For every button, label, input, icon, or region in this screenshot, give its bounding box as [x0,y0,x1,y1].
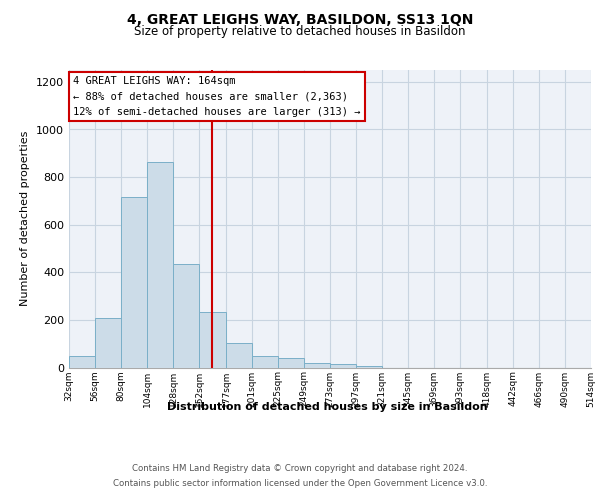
Bar [278,358,304,368]
Text: Size of property relative to detached houses in Basildon: Size of property relative to detached ho… [134,25,466,38]
Bar [173,264,199,368]
Bar [252,356,278,368]
Bar [356,366,382,368]
Bar [226,342,252,367]
Y-axis label: Number of detached properties: Number of detached properties [20,131,31,306]
Bar [121,198,147,368]
Bar [330,364,356,368]
Text: 4, GREAT LEIGHS WAY, BASILDON, SS13 1QN: 4, GREAT LEIGHS WAY, BASILDON, SS13 1QN [127,12,473,26]
Text: Contains public sector information licensed under the Open Government Licence v3: Contains public sector information licen… [113,479,487,488]
Text: Distribution of detached houses by size in Basildon: Distribution of detached houses by size … [167,402,487,412]
Bar [95,318,121,368]
Bar [69,356,95,368]
Bar [304,362,330,368]
Bar [199,312,226,368]
Bar [147,162,173,368]
Text: Contains HM Land Registry data © Crown copyright and database right 2024.: Contains HM Land Registry data © Crown c… [132,464,468,473]
Text: 4 GREAT LEIGHS WAY: 164sqm
← 88% of detached houses are smaller (2,363)
12% of s: 4 GREAT LEIGHS WAY: 164sqm ← 88% of deta… [73,76,361,117]
